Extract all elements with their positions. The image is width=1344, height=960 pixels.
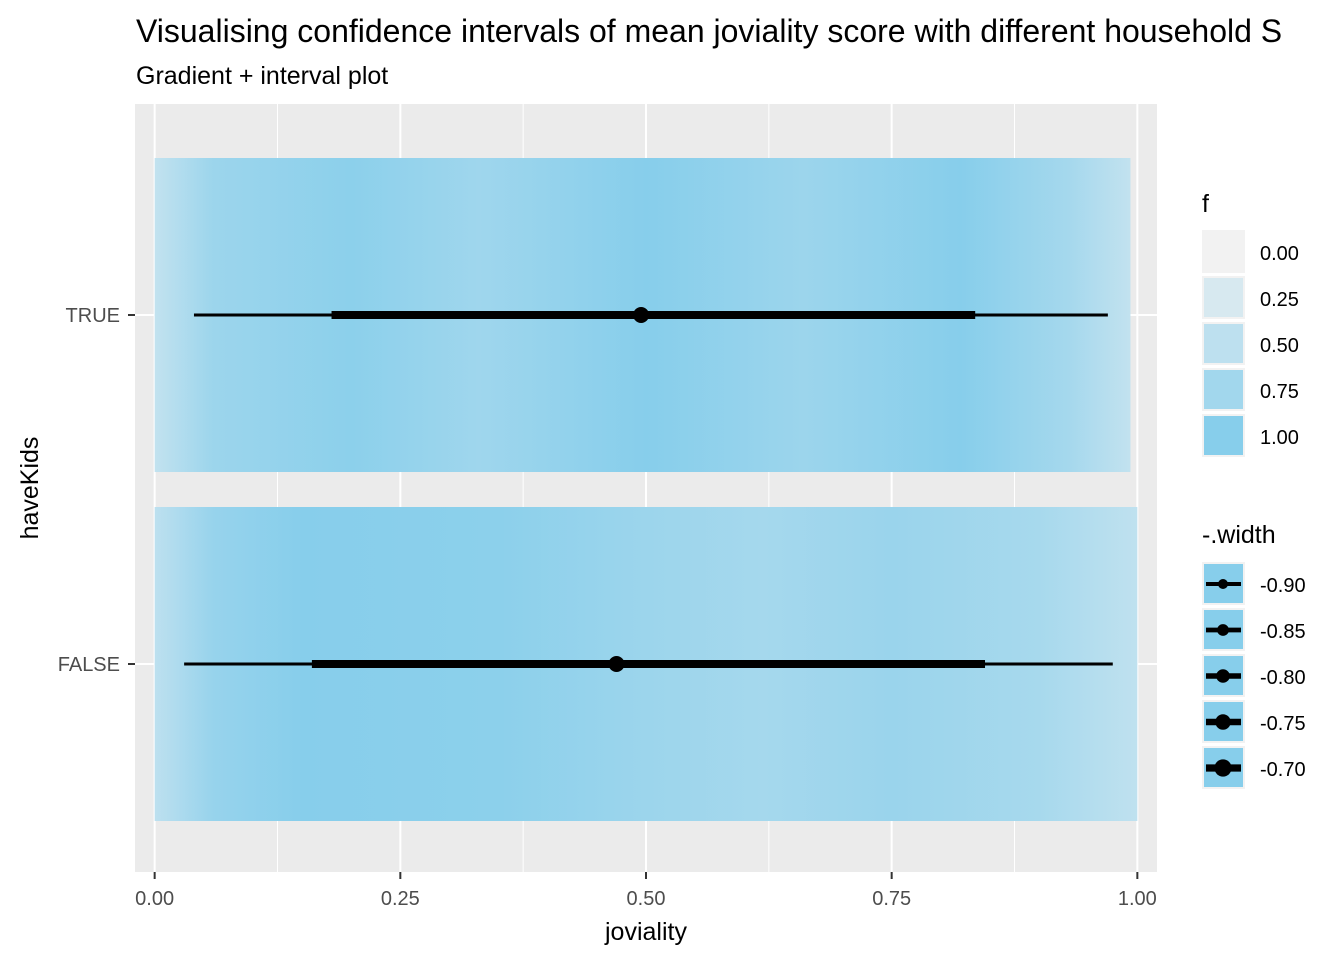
legend-width-point [1217,624,1229,636]
x-axis-title: joviality [604,918,687,946]
legend-fill: f 0.00 0.25 0.50 0.75 1.00 [1202,190,1299,457]
legend-width-point [1215,714,1231,730]
y-tick-label: FALSE [58,654,120,676]
legend-width-point [1218,579,1228,589]
legend-fill-label: 0.50 [1260,335,1299,357]
legend-width-label: -0.75 [1260,713,1306,735]
x-tick-label: 0.50 [627,888,666,910]
point-true [633,307,650,323]
x-tick-label: 0.75 [872,888,911,910]
legend-fill-label: 1.00 [1260,427,1299,449]
x-tick-label: 0.25 [381,888,420,910]
y-axis: TRUE FALSE [58,305,135,676]
x-tick-label: 1.00 [1118,888,1157,910]
point-false [608,656,625,672]
legend-fill-key [1204,232,1243,271]
y-tick-label: TRUE [66,305,120,327]
chart-subtitle: Gradient + interval plot [136,62,388,90]
legend-width-label: -0.90 [1260,575,1306,597]
legend-fill-key [1204,278,1243,317]
legend-fill-label: 0.00 [1260,243,1299,265]
legend-fill-key [1204,416,1243,455]
y-axis-title: haveKids [16,437,44,540]
chart-title: Visualising confidence intervals of mean… [136,13,1282,49]
legend-width-label: -0.85 [1260,621,1306,643]
legend-width-label: -0.70 [1260,759,1306,781]
x-axis: 0.00 0.25 0.50 0.75 1.00 [135,872,1157,910]
legend-width-point [1214,759,1232,777]
legend-fill-key [1204,324,1243,363]
legend-fill-key [1204,370,1243,409]
legend-width-label: -0.80 [1260,667,1306,689]
legend-fill-title: f [1202,190,1209,218]
legend-fill-label: 0.25 [1260,289,1299,311]
legend-fill-label: 0.75 [1260,381,1299,403]
x-tick-label: 0.00 [135,888,174,910]
legend-width: -.width -0.90 -0.85 -0.80 -0.75 -0.70 [1202,521,1306,789]
legend-width-point [1216,669,1230,683]
legend-width-title: -.width [1202,521,1276,549]
interval-marks [184,307,1113,672]
